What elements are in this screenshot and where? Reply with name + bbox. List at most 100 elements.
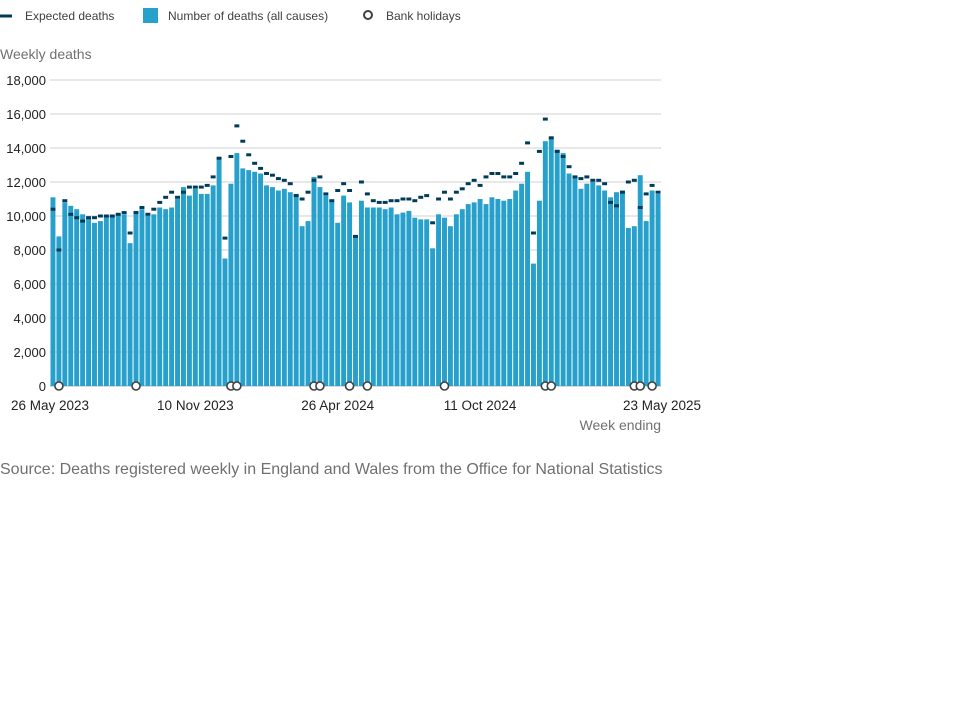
- x-axis-ticks: 26 May 2023 10 Nov 2023 26 Apr 2024 11 Oct …: [11, 398, 701, 413]
- expected-marker: [637, 206, 643, 209]
- bar: [554, 149, 560, 386]
- bar: [495, 199, 501, 386]
- expected-marker: [50, 207, 56, 211]
- bar: [459, 209, 465, 386]
- expected-marker: [169, 190, 175, 194]
- bar: [560, 153, 566, 386]
- expected-marker: [115, 212, 121, 216]
- bar: [151, 214, 157, 386]
- expected-marker: [370, 199, 376, 203]
- expected-marker: [269, 173, 275, 177]
- expected-marker: [584, 175, 590, 179]
- expected-marker: [453, 190, 459, 194]
- bar: [115, 214, 121, 386]
- bar: [133, 210, 139, 386]
- bar: [74, 209, 80, 386]
- number-of-deaths-legend-swatch: [143, 8, 158, 23]
- expected-marker: [625, 180, 631, 184]
- expected-marker: [56, 248, 62, 252]
- expected-marker: [560, 155, 566, 158]
- bank-holiday-marker: [232, 381, 242, 391]
- bar: [519, 183, 525, 386]
- bar: [406, 210, 412, 386]
- y-tick-label: 10,000: [6, 209, 46, 224]
- y-tick-label: 8,000: [13, 243, 46, 258]
- bar: [121, 214, 127, 386]
- bar: [436, 214, 442, 386]
- bar: [169, 207, 175, 386]
- expected-marker: [643, 192, 649, 196]
- expected-marker: [530, 231, 536, 235]
- expected-marker: [157, 200, 163, 204]
- expected-marker: [542, 117, 548, 121]
- bar: [329, 200, 335, 386]
- bar: [430, 248, 436, 386]
- bar: [103, 216, 109, 386]
- bar: [637, 175, 643, 386]
- bar: [353, 236, 358, 386]
- bar: [477, 199, 483, 386]
- bar: [305, 221, 311, 386]
- bank-holiday-marker: [439, 381, 450, 391]
- bank-holiday-markers: [54, 381, 657, 391]
- expected-marker: [68, 212, 74, 216]
- x-tick-label: 26 May 2023: [11, 398, 89, 413]
- expected-marker: [566, 165, 572, 169]
- bank-holiday-marker: [54, 381, 64, 391]
- expected-marker: [252, 161, 258, 165]
- bar: [56, 236, 62, 386]
- expected-marker: [204, 183, 210, 187]
- expected-marker: [412, 199, 418, 203]
- expected-marker: [507, 175, 513, 179]
- expected-marker: [216, 156, 222, 160]
- expected-marker: [133, 211, 139, 215]
- expected-marker: [388, 199, 394, 203]
- bar: [471, 202, 477, 386]
- bar: [252, 171, 258, 386]
- expected-marker: [275, 177, 281, 181]
- bar: [192, 188, 198, 386]
- bar: [234, 153, 240, 386]
- bar: [275, 190, 281, 386]
- bar: [501, 200, 507, 386]
- bar: [602, 190, 608, 386]
- y-tick-label: 0: [39, 379, 46, 394]
- expected-marker: [264, 172, 269, 175]
- expected-marker: [163, 195, 169, 199]
- expected-marker: [447, 197, 453, 201]
- bar: [269, 187, 275, 386]
- bars: [50, 137, 661, 386]
- y-tick-label: 16,000: [6, 107, 46, 122]
- y-tick-label: 12,000: [6, 175, 46, 190]
- bank-holidays-legend-marker: [363, 10, 373, 20]
- expected-marker: [293, 194, 299, 198]
- expected-marker: [329, 199, 335, 203]
- expected-deaths-markers: [50, 117, 661, 252]
- expected-marker: [608, 200, 614, 204]
- bar: [299, 226, 305, 386]
- bar: [335, 222, 341, 386]
- expected-marker: [305, 190, 311, 194]
- bar: [643, 221, 649, 386]
- bar: [649, 190, 655, 386]
- expected-marker: [358, 180, 364, 184]
- expected-marker: [572, 175, 578, 179]
- expected-marker: [619, 190, 625, 194]
- bank-holiday-marker: [344, 381, 355, 391]
- expected-marker: [353, 234, 358, 238]
- bar: [246, 170, 252, 386]
- expected-marker: [258, 166, 264, 170]
- expected-marker: [80, 219, 86, 223]
- y-tick-label: 2,000: [13, 345, 46, 360]
- expected-marker: [62, 199, 68, 203]
- expected-marker: [400, 197, 406, 201]
- bar: [370, 207, 376, 386]
- bar: [240, 168, 246, 386]
- expected-marker: [151, 207, 157, 211]
- expected-marker: [406, 197, 412, 201]
- bar: [204, 193, 210, 386]
- expected-marker: [139, 206, 145, 209]
- expected-marker: [181, 190, 186, 194]
- bar: [311, 176, 317, 386]
- bar: [608, 197, 614, 386]
